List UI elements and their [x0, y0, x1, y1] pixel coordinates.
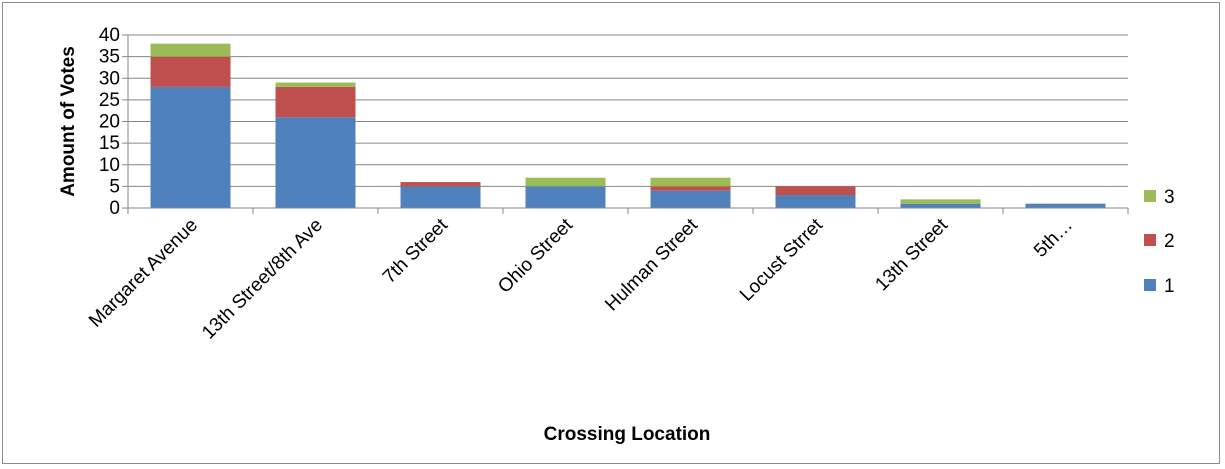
y-tick-label: 30 — [99, 68, 120, 89]
bar-segment-series-1 — [900, 203, 981, 208]
bar-segment-series-1 — [525, 186, 606, 208]
y-tick-label: 40 — [99, 25, 120, 46]
legend-swatch-series-2 — [1144, 234, 1156, 246]
x-tick-label: Ohio Street — [494, 214, 577, 297]
bar-segment-series-3 — [650, 177, 731, 187]
legend-swatch-series-1 — [1144, 279, 1156, 291]
chart-frame: 0 5 10 15 20 25 30 35 40 Margaret Avenue 13th Str… — [2, 2, 1220, 464]
legend-label-series-2: 2 — [1164, 231, 1175, 252]
bar-segment-series-2 — [275, 86, 356, 118]
y-tick-label: 35 — [99, 47, 120, 68]
bars — [150, 43, 1106, 208]
legend-label-series-3: 3 — [1164, 187, 1175, 208]
y-tick-label: 10 — [99, 155, 120, 176]
y-tick-label: 20 — [99, 112, 120, 133]
axes — [127, 35, 1129, 214]
bar-segment-series-1 — [775, 195, 856, 208]
y-tick-label: 15 — [99, 133, 120, 154]
legend-label-series-1: 1 — [1164, 276, 1175, 297]
bar-segment-series-3 — [900, 199, 981, 204]
y-axis-title: Amount of Votes — [58, 46, 79, 197]
bar-segment-series-1 — [650, 190, 731, 208]
y-tick-label: 0 — [109, 198, 120, 219]
x-tick-label: 7th Street — [379, 214, 453, 288]
x-tick-label: 13th Street/8th Ave — [198, 215, 327, 344]
bar-segment-series-2 — [150, 56, 231, 87]
bar-segment-series-1 — [150, 86, 231, 208]
bar-segment-series-1 — [275, 117, 356, 208]
y-tick-label: 5 — [109, 176, 120, 197]
bar-segment-series-3 — [150, 43, 231, 57]
gridlines — [122, 34, 1128, 209]
legend: 3 2 1 — [1144, 187, 1175, 297]
bar-segment-series-1 — [1025, 203, 1106, 208]
bar-segment-series-2 — [650, 186, 731, 191]
x-tick-label: Margaret Avenue — [85, 215, 202, 332]
x-axis-title: Crossing Location — [544, 424, 711, 445]
x-tick-label: Hulman Street — [601, 214, 702, 315]
bar-segment-series-1 — [400, 186, 481, 208]
bar-segment-series-2 — [400, 182, 481, 187]
bar-segment-series-3 — [525, 177, 606, 187]
x-tick-label: 5th… — [1030, 215, 1077, 262]
bar-segment-series-2 — [775, 186, 856, 196]
x-tick-label: Locust Strret — [736, 214, 828, 306]
legend-swatch-series-3 — [1144, 190, 1156, 202]
y-tick-label: 25 — [99, 90, 120, 111]
bar-segment-series-3 — [275, 82, 356, 87]
x-tick-label: 13th Street — [871, 214, 952, 295]
